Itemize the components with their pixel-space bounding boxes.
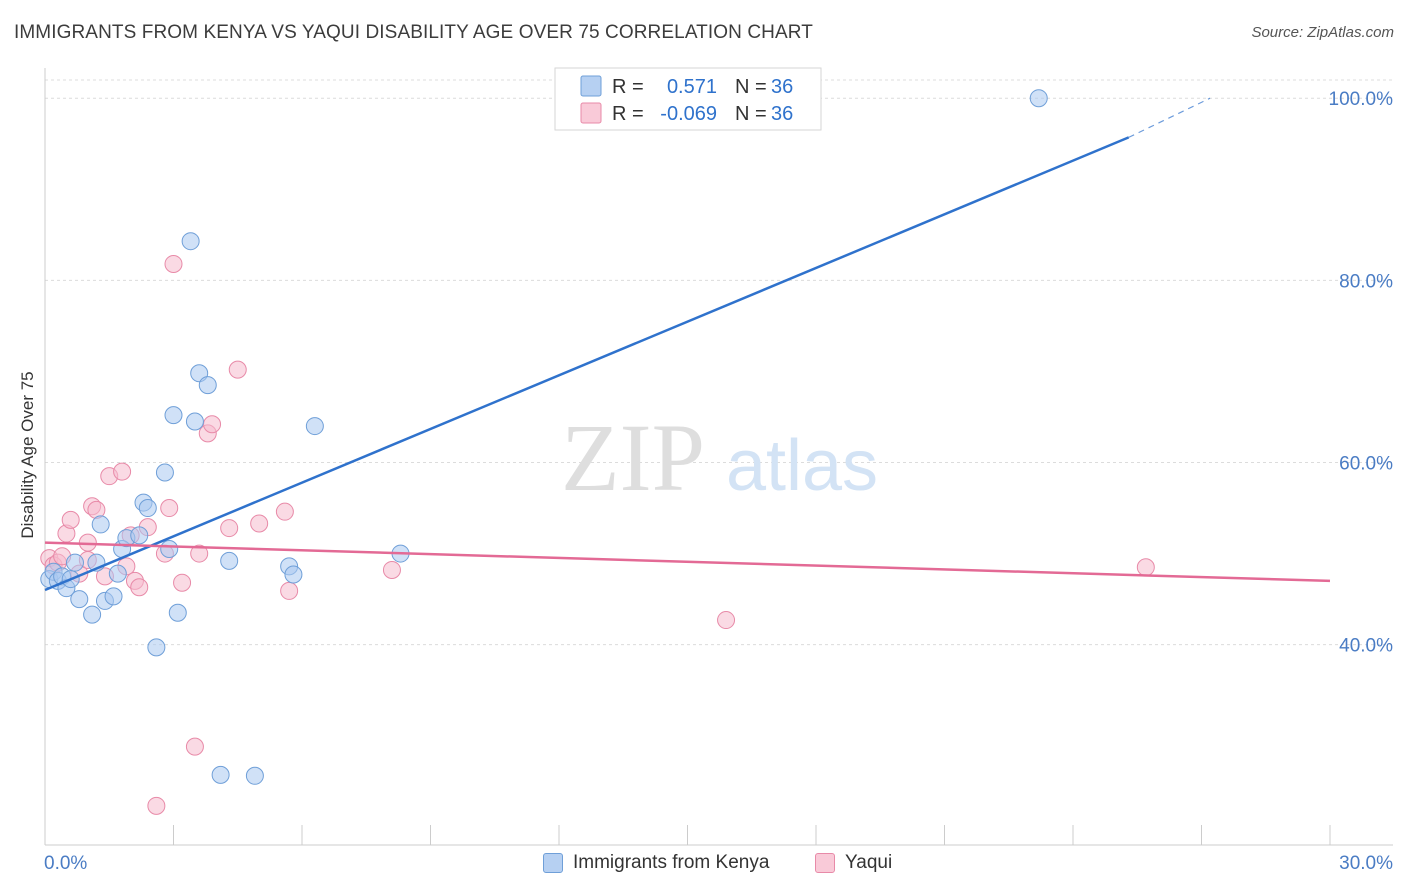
kenya-point <box>83 605 102 624</box>
kenya-point <box>305 417 324 436</box>
watermark-zip: ZIP <box>561 404 705 511</box>
yaqui-point <box>160 499 179 518</box>
legend-r-value-yaqui: -0.069 <box>660 103 717 125</box>
kenya-point <box>168 603 187 622</box>
yaqui-point <box>173 573 192 592</box>
point-layer <box>40 89 1155 815</box>
stats-legend: R = 0.571 N = 36 R = -0.069 N = 36 <box>554 67 822 131</box>
kenya-point <box>104 587 123 606</box>
grid-layer <box>45 79 1393 646</box>
yaqui-point <box>280 581 299 600</box>
kenya-point <box>164 406 183 425</box>
legend-r-label-kenya: R = <box>612 76 644 98</box>
legend-n-value-yaqui: 36 <box>771 103 793 125</box>
trend-layer <box>44 97 1331 592</box>
axis-layer: 40.0% 60.0% 80.0% 100.0% 0.0% 30.0% <box>44 68 1393 874</box>
kenya-point <box>185 412 204 431</box>
bottom-legend-swatch-yaqui <box>815 853 835 873</box>
bottom-legend-kenya: Immigrants from Kenya <box>543 852 769 874</box>
kenya-trend-line <box>44 136 1130 592</box>
kenya-point <box>91 515 110 534</box>
yaqui-point <box>220 519 239 538</box>
watermark: ZIP atlas <box>561 404 878 511</box>
kenya-point <box>108 564 127 583</box>
bottom-legend-label-kenya: Immigrants from Kenya <box>573 852 770 873</box>
bottom-legend-swatch-kenya <box>543 853 563 873</box>
yaqui-point <box>228 360 247 379</box>
yaqui-point <box>164 254 183 273</box>
kenya-point <box>198 376 217 395</box>
kenya-point <box>181 232 200 251</box>
kenya-point <box>70 590 89 609</box>
y-tick-label: 100.0% <box>1329 89 1394 110</box>
yaqui-trend-line <box>44 541 1331 583</box>
yaqui-point <box>203 415 222 434</box>
legend-n-value-kenya: 36 <box>771 76 793 98</box>
kenya-point <box>155 463 174 482</box>
y-axis-label: Disability Age Over 75 <box>18 371 37 538</box>
yaqui-point <box>147 796 166 815</box>
kenya-point <box>1029 89 1048 108</box>
yaqui-point <box>185 737 204 756</box>
kenya-point <box>147 638 166 657</box>
legend-swatch-yaqui <box>580 102 602 124</box>
legend-r-label-yaqui: R = <box>612 103 644 125</box>
yaqui-point <box>250 514 269 533</box>
yaqui-point <box>130 578 149 597</box>
yaqui-point <box>113 462 132 481</box>
legend-swatch-kenya <box>580 75 602 97</box>
legend-n-label-kenya: N = <box>735 76 767 98</box>
source-label: Source: ZipAtlas.com <box>1251 24 1394 41</box>
kenya-point <box>160 540 179 559</box>
bottom-legend-yaqui: Yaqui <box>815 852 892 874</box>
kenya-point <box>65 553 84 572</box>
legend-r-value-kenya: 0.571 <box>667 76 717 98</box>
yaqui-point <box>1136 558 1155 577</box>
yaqui-point <box>190 544 209 563</box>
kenya-point <box>138 499 157 518</box>
kenya-trend-extension <box>1128 97 1211 138</box>
kenya-point <box>220 551 239 570</box>
bottom-legend-label-yaqui: Yaqui <box>845 852 893 873</box>
x-tick-label: 0.0% <box>44 853 87 874</box>
kenya-point <box>211 765 230 784</box>
yaqui-point <box>717 611 736 630</box>
chart-title: IMMIGRANTS FROM KENYA VS YAQUI DISABILIT… <box>14 22 813 43</box>
legend-n-label-yaqui: N = <box>735 103 767 125</box>
y-tick-label: 60.0% <box>1339 454 1393 475</box>
yaqui-point <box>275 502 294 521</box>
y-tick-label: 40.0% <box>1339 636 1393 657</box>
kenya-point <box>284 565 303 584</box>
bottom-legend: Immigrants from Kenya Yaqui <box>0 852 1406 878</box>
kenya-point <box>130 526 149 545</box>
y-tick-label: 80.0% <box>1339 271 1393 292</box>
yaqui-point <box>382 560 401 579</box>
kenya-point <box>245 766 264 785</box>
yaqui-point <box>61 510 80 529</box>
x-tick-label: 30.0% <box>1339 853 1393 874</box>
watermark-atlas: atlas <box>726 426 878 506</box>
